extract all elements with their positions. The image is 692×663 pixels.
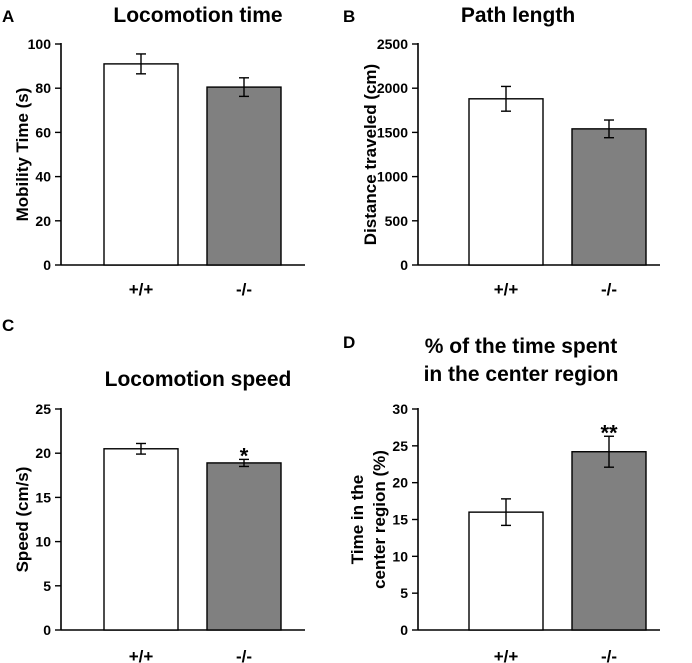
y-tick-label: 15 [35,489,51,505]
chart-title: Locomotion speed [105,368,292,391]
y-tick-label: 0 [400,622,408,638]
chart-title: Path length [461,4,575,27]
y-tick-label: 15 [392,512,408,528]
chart-title-line: Locomotion time [113,4,282,27]
y-tick-label: 2000 [377,80,408,96]
panel-c: C Locomotion speed Speed (cm/s) 0 5 10 15 20 25 +… [2,316,305,663]
y-tick-label: 5 [400,585,408,601]
y-tick-label: 0 [43,257,51,273]
x-category-label: -/- [236,280,252,299]
y-tick-label: 25 [392,438,408,454]
x-category-label: -/- [601,647,617,663]
y-tick-label: 40 [35,169,51,185]
bar-wildtype [468,511,544,631]
y-tick-label: 25 [35,401,51,417]
chart-title-line: % of the time spent [425,335,618,358]
y-axis-label-line: center region (%) [370,450,389,589]
panel-letter: A [2,7,14,26]
bar-knockout [571,128,647,266]
y-tick-label: 1000 [377,169,408,185]
y-tick-label: 2500 [377,36,408,52]
y-axis-label-line: Distance traveled (cm) [361,64,380,245]
panel-a: A Locomotion time Mobility Time (s) 0 20 40 60… [2,4,305,299]
y-tick-label: 100 [28,36,52,52]
x-category-label: +/+ [494,280,519,299]
panel-b: B Path length Distance traveled (cm) 0 500 10… [343,4,660,299]
chart-title-line: Path length [461,4,575,27]
y-tick-label: 30 [392,401,408,417]
chart-title: Locomotion time [113,4,282,27]
y-tick-label: 1500 [377,124,408,140]
y-tick-label: 10 [35,534,51,550]
significance-marker: * [240,443,249,468]
y-axis-label: Time in the center region (%) [348,450,389,589]
chart-title: % of the time spent in the center region [424,335,619,386]
bar-knockout [571,451,647,631]
y-tick-label: 0 [400,257,408,273]
bar-wildtype [468,98,544,266]
y-axis-label: Speed (cm/s) [13,467,32,573]
y-tick-label: 0 [43,622,51,638]
chart-title-line: Locomotion speed [105,368,292,391]
bar-wildtype [103,448,179,631]
y-axis-label-line: Mobility Time (s) [13,88,32,222]
significance-marker: ** [600,420,618,445]
y-tick-label: 20 [392,475,408,491]
chart-title-line: in the center region [424,363,619,386]
y-tick-label: 20 [35,445,51,461]
y-tick-label: 80 [35,80,51,96]
panel-d: D % of the time spent in the center region… [343,333,660,663]
panel-letter: C [2,316,14,335]
y-axis-label-line: Time in the [348,475,367,564]
x-category-label: +/+ [129,280,154,299]
y-axis-label: Distance traveled (cm) [361,64,380,245]
bar-knockout [206,462,282,631]
x-category-label: +/+ [494,647,519,663]
panel-letter: D [343,333,355,352]
y-tick-label: 500 [385,213,409,229]
y-tick-label: 5 [43,578,51,594]
bar-knockout [206,86,282,266]
bar-wildtype [103,63,179,266]
x-category-label: +/+ [129,647,154,663]
x-category-label: -/- [236,647,252,663]
x-category-label: -/- [601,280,617,299]
y-axis-label: Mobility Time (s) [13,88,32,222]
panel-letter: B [343,7,355,26]
y-axis-label-line: Speed (cm/s) [13,467,32,573]
y-tick-label: 20 [35,213,51,229]
y-tick-label: 10 [392,548,408,564]
y-tick-label: 60 [35,124,51,140]
